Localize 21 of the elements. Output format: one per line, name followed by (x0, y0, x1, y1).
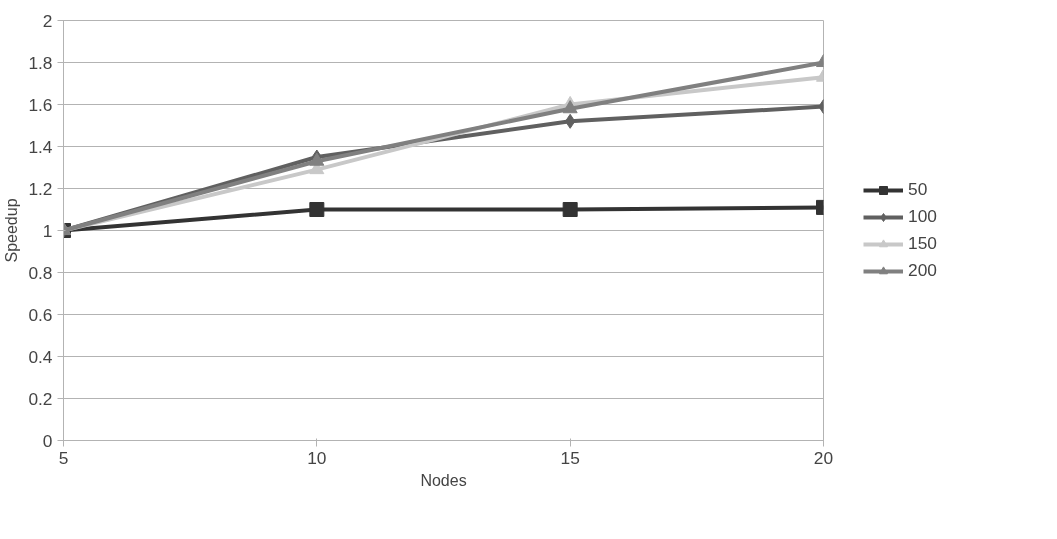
x-axis-title: Nodes (420, 471, 467, 489)
legend-label: 50 (908, 179, 928, 200)
legend-label: 200 (908, 260, 937, 281)
y-tick-label: 0.4 (28, 346, 53, 367)
y-tick-label: 1.6 (28, 94, 53, 115)
y-tick-label: 0.2 (28, 388, 53, 409)
legend-label: 100 (908, 206, 937, 227)
x-tick-label: 10 (307, 447, 327, 468)
x-tick-label: 5 (58, 447, 69, 468)
y-axis-title: Speedup (3, 198, 21, 263)
y-tick-label: 0 (42, 430, 53, 451)
y-tick-label: 2 (42, 10, 53, 31)
x-tick-label: 15 (560, 447, 580, 468)
x-tick-label: 20 (813, 447, 834, 468)
y-tick-label: 1.2 (28, 178, 53, 199)
y-tick-label: 1.4 (28, 136, 53, 157)
y-tick-label: 1.8 (28, 52, 53, 73)
y-tick-label: 0.6 (28, 304, 53, 325)
y-tick-label: 1 (42, 220, 53, 241)
y-tick-label: 0.8 (28, 262, 53, 283)
legend-label: 150 (908, 233, 937, 254)
